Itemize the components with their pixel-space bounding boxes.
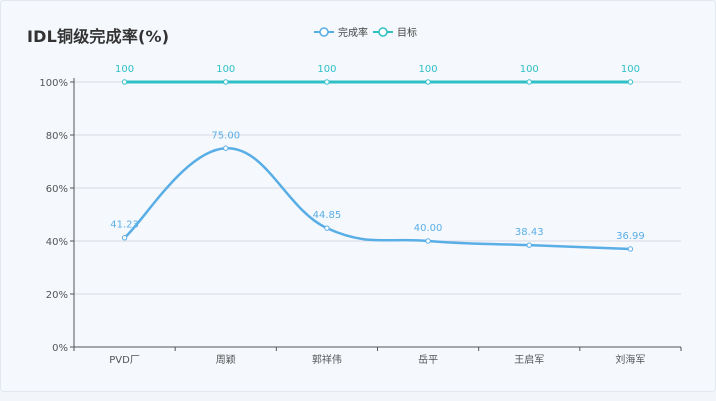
- data-point[interactable]: [324, 225, 330, 231]
- y-tick-label: 100%: [39, 78, 68, 89]
- legend[interactable]: 完成率 目标: [314, 26, 417, 39]
- data-point[interactable]: [121, 235, 128, 241]
- legend-label: 目标: [397, 27, 417, 39]
- data-label: 100: [317, 64, 336, 75]
- y-tick-label: 40%: [46, 237, 68, 248]
- legend-item[interactable]: 完成率: [314, 26, 368, 39]
- data-point[interactable]: [526, 79, 532, 85]
- data-point[interactable]: [121, 79, 128, 85]
- y-tick-label: 20%: [46, 290, 68, 301]
- y-tick-label: 60%: [46, 184, 68, 195]
- x-tick-label: 周颖: [216, 353, 236, 366]
- data-point[interactable]: [223, 145, 229, 151]
- data-label: 75.00: [211, 130, 240, 141]
- legend-label: 完成率: [338, 26, 368, 39]
- x-tick-label: 王启军: [514, 353, 544, 366]
- y-tick-label: 0%: [52, 343, 68, 354]
- data-label: 44.85: [313, 210, 342, 221]
- data-point[interactable]: [627, 246, 634, 252]
- data-point[interactable]: [223, 79, 229, 85]
- x-tick-label: 郭祥伟: [312, 353, 342, 366]
- series-layer: [121, 79, 634, 252]
- data-label: 38.43: [515, 227, 544, 238]
- data-label: 100: [621, 64, 640, 75]
- data-point[interactable]: [627, 79, 634, 85]
- x-tick-label: 刘海军: [615, 353, 645, 366]
- chart-title: IDL铜级完成率(%): [27, 27, 170, 46]
- data-point[interactable]: [324, 79, 330, 85]
- grid-lines: [74, 81, 681, 295]
- data-label: 41.23: [110, 220, 139, 231]
- data-label: 100: [520, 64, 539, 75]
- data-label: 36.99: [616, 231, 645, 242]
- axes: 0% 20% 40% 60% 80% 100% PVD厂 周颖 郭祥伟 岳平 王启军 刘海军: [39, 78, 682, 366]
- legend-item[interactable]: 目标: [373, 27, 417, 39]
- chart-card: IDL铜级完成率(%) 0% 20% 40% 60% 80% 100% PVD厂 周颖 郭祥伟 岳…: [0, 0, 716, 392]
- legend-swatch-marker: [378, 27, 388, 37]
- data-labels: 41.23 75.00 44.85 40.00 38.43 36.99 100 100 100 1…: [110, 64, 644, 242]
- y-tick-label: 80%: [46, 131, 68, 142]
- data-point[interactable]: [526, 242, 532, 248]
- data-point[interactable]: [425, 238, 431, 244]
- data-label: 100: [419, 64, 438, 75]
- legend-swatch-marker: [319, 27, 329, 37]
- series-line-0: [123, 146, 631, 251]
- data-point[interactable]: [425, 79, 431, 85]
- data-label: 100: [216, 64, 235, 75]
- x-tick-label: PVD厂: [109, 355, 140, 366]
- x-tick-label: 岳平: [418, 354, 438, 366]
- data-label: 40.00: [414, 223, 443, 234]
- data-label: 100: [115, 64, 134, 75]
